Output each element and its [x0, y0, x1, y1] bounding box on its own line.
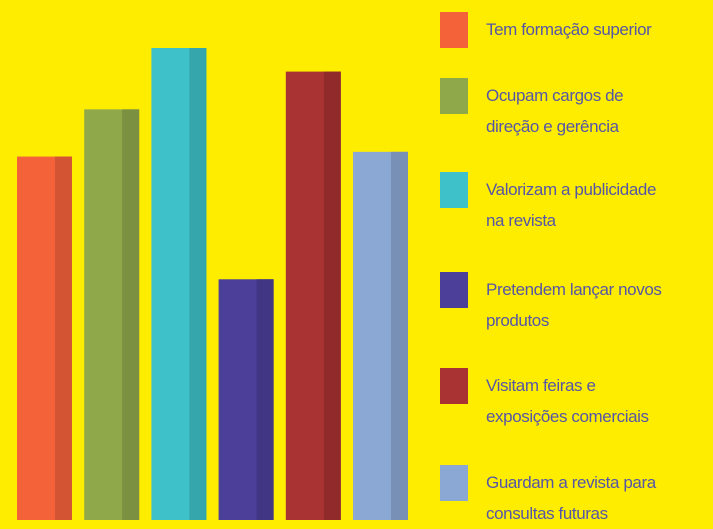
bar [84, 109, 140, 520]
legend-label: Tem formação superior [486, 20, 652, 39]
legend-swatch [440, 272, 468, 308]
bar [17, 156, 72, 520]
bar [218, 279, 274, 520]
legend-label: Guardam a revista para consultas futuras [486, 473, 656, 523]
legend-label: Visitam feiras e exposições comerciais [486, 376, 649, 426]
legend-swatch [440, 12, 468, 48]
legend-swatch [440, 78, 468, 114]
legend-swatch [440, 368, 468, 404]
legend-label: Ocupam cargos de direção e gerência [486, 86, 624, 136]
legend-label: Pretendem lançar novos produtos [486, 280, 662, 330]
bar [151, 48, 207, 520]
legend-swatch [440, 172, 468, 208]
legend-swatch [440, 465, 468, 501]
legend-label: Valorizam a publicidade na revista [486, 180, 657, 230]
bar [285, 71, 341, 520]
bar [353, 151, 408, 520]
